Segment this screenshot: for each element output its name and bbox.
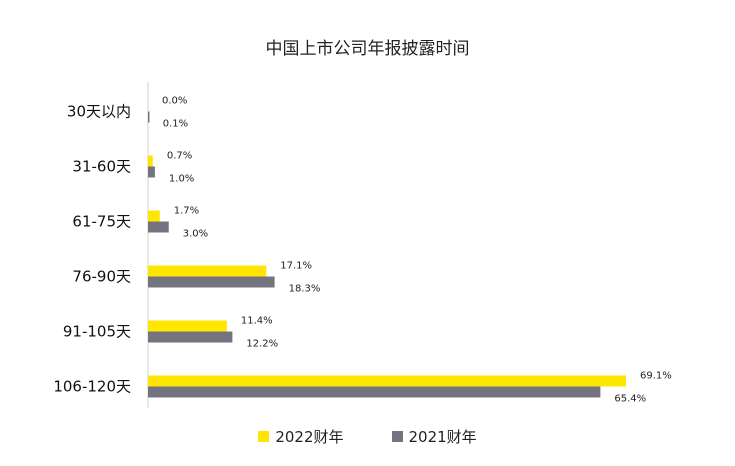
category-label: 76-90天 — [72, 268, 131, 286]
bar-2021 — [148, 386, 601, 398]
bar-2022 — [148, 155, 153, 167]
bar-2022 — [148, 210, 160, 222]
bar-2021 — [148, 111, 150, 123]
data-label: 1.0% — [169, 174, 194, 185]
category-label: 91-105天 — [63, 323, 131, 341]
legend-item-2021[interactable]: 2021财年 — [391, 426, 477, 447]
data-label: 11.4% — [241, 316, 273, 327]
data-label: 1.7% — [174, 206, 199, 217]
category-label: 30天以内 — [67, 103, 131, 121]
data-label: 69.1% — [640, 371, 672, 382]
data-label: 0.1% — [163, 119, 188, 130]
legend-label-2022: 2022财年 — [275, 428, 344, 446]
bar-2021 — [148, 276, 275, 288]
data-label: 12.2% — [246, 339, 278, 350]
category-label: 31-60天 — [72, 158, 131, 176]
legend-label-2021: 2021财年 — [408, 428, 477, 446]
legend: 2022财年 2021财年 — [0, 426, 735, 447]
bar-2021 — [148, 166, 155, 178]
bar-2022 — [148, 320, 227, 332]
bar-2021 — [148, 331, 233, 343]
data-label: 17.1% — [280, 261, 312, 272]
bar-2021 — [148, 221, 169, 233]
bar-2022 — [148, 375, 626, 387]
bar-2022 — [148, 265, 267, 277]
category-label: 106-120天 — [53, 378, 131, 396]
bar-chart: 30天以内 0.0% 0.1% 31-60天 0.7% 1.0% 61-75天 1.7% 3.0… — [53, 82, 672, 408]
legend-swatch-2021 — [391, 431, 403, 442]
legend-item-2022[interactable]: 2022财年 — [258, 426, 344, 447]
legend-swatch-2022 — [258, 431, 270, 442]
data-label: 65.4% — [614, 394, 646, 405]
data-label: 0.0% — [162, 96, 187, 107]
data-label: 3.0% — [183, 229, 208, 240]
data-label: 18.3% — [289, 284, 321, 295]
data-label: 0.7% — [167, 151, 192, 162]
chart-title: 中国上市公司年报披露时间 — [265, 39, 470, 59]
category-label: 61-75天 — [72, 213, 131, 231]
